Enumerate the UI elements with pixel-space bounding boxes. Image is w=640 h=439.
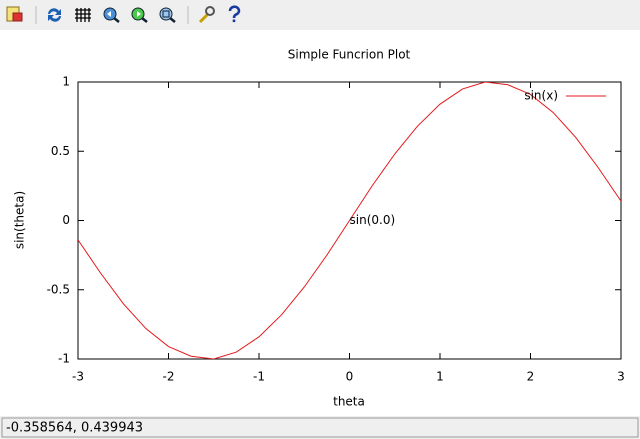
help-button[interactable] — [228, 5, 241, 23]
x-tick-label: -3 — [72, 370, 84, 384]
chart-title: Simple Funcrion Plot — [288, 48, 411, 62]
x-tick-label: -2 — [163, 370, 175, 384]
y-tick-label: 0.5 — [51, 144, 70, 158]
y-tick-label: 0 — [62, 213, 70, 227]
x-tick-label: 3 — [617, 370, 625, 384]
plot-canvas — [0, 30, 640, 416]
export-button[interactable] — [6, 6, 23, 22]
y-tick-label: 1 — [62, 75, 70, 89]
status-text: -0.358564, 0.439943 — [6, 421, 143, 436]
x-tick-label: 1 — [436, 370, 444, 384]
zoom-next-button[interactable] — [131, 7, 148, 23]
autoscale-button[interactable] — [159, 7, 176, 23]
x-axis-label: theta — [333, 395, 365, 409]
y-tick-label: -1 — [58, 352, 70, 366]
toolbar — [0, 0, 640, 30]
x-tick-label: 2 — [527, 370, 535, 384]
plot-border — [77, 81, 622, 360]
series-line — [78, 82, 621, 359]
config-button[interactable] — [198, 6, 215, 24]
x-tick-label: 0 — [346, 370, 354, 384]
status-bar — [1, 417, 639, 438]
legend-label: sin(x) — [524, 89, 558, 103]
x-tick-label: -1 — [253, 370, 265, 384]
y-axis-label: sin(theta) — [13, 191, 27, 249]
zoom-prev-button[interactable] — [103, 7, 120, 23]
y-tick-label: -0.5 — [47, 282, 70, 296]
toolbar-icons — [6, 5, 241, 24]
annotation: sin(0.0) — [350, 213, 396, 227]
grid-button[interactable] — [75, 8, 91, 22]
replot-button[interactable] — [48, 8, 61, 22]
